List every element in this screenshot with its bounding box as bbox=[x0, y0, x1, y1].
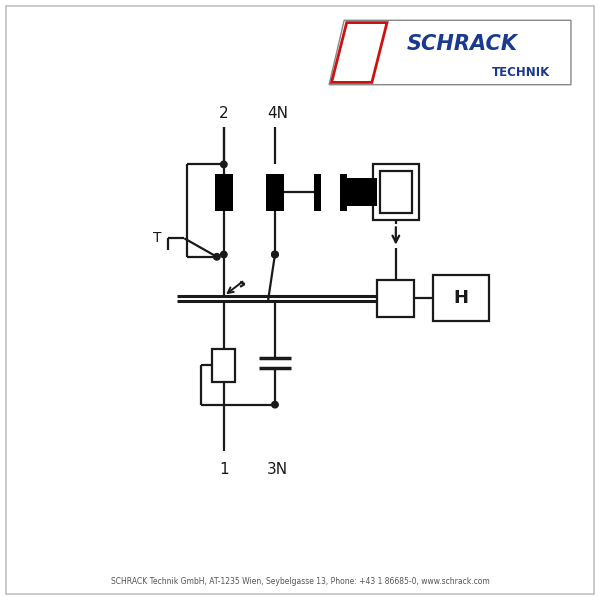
Text: 3N: 3N bbox=[267, 463, 288, 478]
Bar bbox=[215, 173, 233, 211]
Bar bbox=[314, 173, 322, 211]
Text: H: H bbox=[454, 289, 469, 307]
Text: T: T bbox=[152, 232, 161, 245]
Circle shape bbox=[272, 251, 278, 258]
Bar bbox=[266, 173, 284, 211]
Bar bbox=[377, 280, 415, 317]
Bar bbox=[347, 178, 377, 206]
Bar bbox=[340, 173, 347, 211]
Text: TECHNIK: TECHNIK bbox=[491, 65, 550, 79]
Polygon shape bbox=[329, 20, 571, 85]
Polygon shape bbox=[332, 23, 387, 82]
Circle shape bbox=[221, 161, 227, 167]
Bar bbox=[373, 164, 419, 220]
Text: 1: 1 bbox=[219, 463, 229, 478]
Text: 4N: 4N bbox=[267, 106, 288, 121]
Circle shape bbox=[272, 251, 278, 258]
Bar bbox=[212, 349, 235, 382]
Bar bbox=[433, 275, 489, 322]
Circle shape bbox=[221, 251, 227, 258]
Bar bbox=[380, 172, 412, 213]
Text: 2: 2 bbox=[219, 106, 229, 121]
Circle shape bbox=[272, 401, 278, 408]
Circle shape bbox=[214, 254, 220, 260]
Text: SCHRACK Technik GmbH, AT-1235 Wien, Seybelgasse 13, Phone: +43 1 86685-0, www.sc: SCHRACK Technik GmbH, AT-1235 Wien, Seyb… bbox=[110, 577, 490, 586]
Text: SCHRACK: SCHRACK bbox=[407, 34, 518, 55]
